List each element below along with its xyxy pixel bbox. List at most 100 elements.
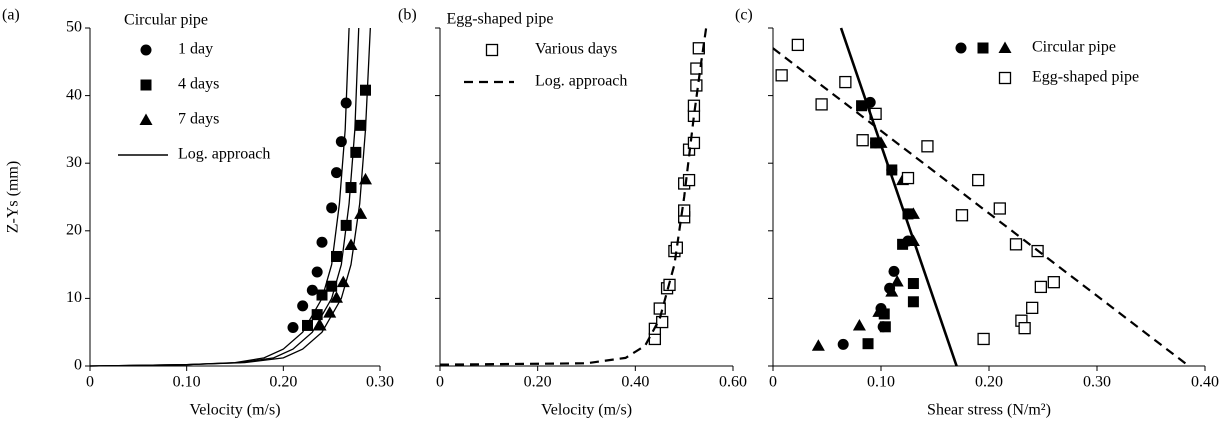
legend-marker — [955, 42, 967, 54]
x-tick-label: 0 — [86, 374, 94, 391]
legend-label: Egg-shaped pipe — [1032, 69, 1139, 86]
point — [955, 209, 969, 222]
x-tick-label: 0.10 — [173, 374, 201, 391]
point — [331, 167, 342, 179]
x-axis-title: Velocity (m/s) — [541, 402, 632, 419]
point — [345, 182, 357, 194]
point — [354, 207, 368, 219]
legend-marker — [140, 44, 152, 56]
legend-marker — [139, 113, 153, 125]
panel-label: (a) — [2, 7, 20, 24]
point — [344, 238, 358, 250]
point — [885, 285, 899, 297]
fit-line — [89, 27, 350, 367]
fit-line — [439, 27, 708, 366]
point — [862, 338, 874, 350]
legend-marker — [998, 71, 1012, 85]
x-tick-label: 0.20 — [975, 374, 1003, 391]
point — [907, 296, 919, 308]
point — [901, 171, 915, 185]
point — [311, 266, 323, 278]
legend-title: Circular pipe — [124, 12, 208, 29]
legend-label: Various days — [535, 41, 617, 58]
point — [653, 302, 666, 315]
point — [993, 202, 1006, 215]
point — [323, 306, 337, 318]
point — [331, 250, 342, 262]
x-tick-label: 0.20 — [269, 374, 297, 391]
x-axis-title: Shear stress (N/m²) — [927, 402, 1051, 419]
legend-label: 7 days — [178, 111, 219, 128]
point — [856, 134, 869, 147]
point — [839, 75, 852, 89]
point — [678, 204, 691, 217]
x-tick-label: 0.40 — [621, 374, 649, 391]
point — [311, 309, 323, 321]
point — [879, 321, 891, 333]
x-tick-label: 0.60 — [719, 374, 747, 391]
point — [359, 172, 372, 185]
point — [326, 202, 338, 214]
legend-marker — [485, 43, 499, 57]
y-tick-label: 30 — [66, 154, 82, 171]
point — [1026, 301, 1039, 315]
point — [902, 208, 914, 220]
y-tick-label: 50 — [66, 19, 82, 36]
point — [1047, 276, 1060, 289]
x-tick-label: 0.20 — [524, 374, 552, 391]
point — [886, 164, 898, 176]
point — [872, 305, 886, 317]
x-tick-label: 0.10 — [867, 374, 895, 391]
point — [837, 338, 849, 350]
point — [302, 319, 313, 331]
point — [791, 38, 804, 52]
legend-label: Log. approach — [178, 146, 270, 163]
legend-title: Egg-shaped pipe — [446, 11, 553, 28]
point — [1018, 321, 1031, 335]
panel-label: (c) — [735, 7, 753, 24]
point — [870, 137, 882, 149]
point — [306, 284, 318, 296]
point — [888, 265, 900, 277]
point — [856, 100, 868, 112]
point — [313, 318, 327, 331]
point — [690, 79, 703, 92]
fit-line — [839, 27, 958, 367]
y-tick-label: 10 — [66, 289, 82, 306]
point — [897, 238, 909, 250]
fit-line — [89, 27, 371, 367]
point — [656, 315, 669, 329]
point — [815, 98, 828, 111]
legend-marker — [140, 79, 152, 91]
point — [336, 275, 350, 288]
legend-marker — [977, 42, 989, 54]
point — [297, 300, 309, 312]
y-tick-label: 20 — [66, 221, 82, 238]
point — [287, 321, 299, 333]
x-axis-title: Velocity (m/s) — [189, 402, 280, 419]
point — [648, 332, 662, 346]
point — [972, 173, 985, 187]
point — [330, 291, 343, 303]
panel-label: (b) — [398, 7, 417, 24]
y-tick-label: 0 — [74, 357, 82, 374]
point — [1009, 238, 1023, 251]
legend-label: 1 day — [178, 41, 213, 58]
point — [355, 119, 367, 131]
point — [906, 207, 920, 219]
point — [350, 146, 362, 158]
point — [316, 289, 328, 301]
point — [326, 280, 338, 292]
point — [852, 318, 866, 331]
point — [682, 173, 696, 187]
y-tick-label: 40 — [66, 86, 82, 103]
point — [775, 69, 788, 82]
x-tick-label: 0.40 — [1191, 374, 1219, 391]
point — [811, 339, 825, 351]
point — [890, 275, 904, 287]
legend-label: Log. approach — [535, 73, 627, 90]
point — [977, 332, 990, 346]
point — [360, 84, 371, 96]
x-tick-label: 0 — [769, 374, 777, 391]
